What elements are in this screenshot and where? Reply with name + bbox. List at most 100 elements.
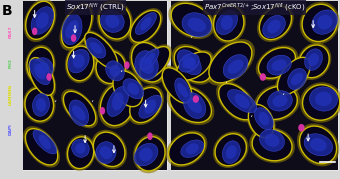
Ellipse shape (215, 134, 246, 166)
Ellipse shape (297, 123, 339, 166)
Ellipse shape (106, 61, 124, 81)
Bar (23, 1, 167, 170)
Ellipse shape (273, 95, 288, 107)
Ellipse shape (288, 68, 307, 90)
Ellipse shape (37, 62, 49, 74)
Ellipse shape (291, 73, 303, 85)
Ellipse shape (109, 65, 120, 77)
Ellipse shape (177, 83, 188, 97)
Ellipse shape (68, 137, 94, 169)
Text: B: B (2, 4, 12, 18)
Ellipse shape (160, 65, 194, 106)
Ellipse shape (130, 10, 161, 42)
Ellipse shape (206, 39, 255, 86)
Ellipse shape (213, 131, 249, 168)
Ellipse shape (68, 49, 89, 73)
Ellipse shape (182, 55, 197, 70)
Ellipse shape (24, 0, 56, 42)
Text: ’: ’ (225, 72, 227, 81)
Ellipse shape (174, 50, 214, 82)
Ellipse shape (139, 95, 162, 118)
Ellipse shape (216, 81, 257, 122)
Ellipse shape (132, 42, 165, 82)
Ellipse shape (184, 93, 206, 118)
Ellipse shape (25, 45, 56, 84)
Ellipse shape (302, 4, 337, 42)
Ellipse shape (265, 134, 279, 147)
Ellipse shape (170, 87, 211, 122)
Ellipse shape (135, 13, 156, 35)
Ellipse shape (305, 49, 323, 70)
Ellipse shape (219, 84, 255, 120)
Ellipse shape (67, 46, 94, 81)
Ellipse shape (193, 95, 199, 103)
Ellipse shape (107, 86, 129, 116)
Ellipse shape (82, 30, 120, 71)
Text: ’: ’ (91, 91, 94, 100)
Ellipse shape (100, 107, 105, 115)
Ellipse shape (129, 40, 167, 85)
Text: d7: d7 (226, 2, 237, 11)
Ellipse shape (86, 38, 106, 58)
Text: $\it{Sox17}^{\it{fl/fl}}$ (CTRL): $\it{Sox17}^{\it{fl/fl}}$ (CTRL) (66, 1, 124, 14)
Ellipse shape (64, 91, 96, 126)
Ellipse shape (235, 94, 250, 108)
Ellipse shape (105, 14, 119, 28)
Ellipse shape (258, 112, 269, 125)
Ellipse shape (211, 3, 246, 43)
Ellipse shape (317, 15, 333, 29)
Ellipse shape (249, 127, 295, 163)
Text: PAX7: PAX7 (9, 26, 13, 38)
Ellipse shape (309, 87, 338, 111)
Ellipse shape (91, 130, 127, 169)
Text: -10: -10 (109, 2, 122, 11)
Ellipse shape (227, 90, 257, 113)
Ellipse shape (140, 17, 152, 30)
Ellipse shape (46, 73, 52, 81)
Ellipse shape (216, 11, 238, 35)
Ellipse shape (209, 42, 252, 83)
Ellipse shape (315, 92, 332, 106)
Ellipse shape (72, 139, 89, 157)
Ellipse shape (257, 4, 294, 42)
Ellipse shape (268, 91, 292, 111)
Ellipse shape (94, 132, 125, 166)
Ellipse shape (25, 88, 54, 121)
Ellipse shape (166, 131, 207, 167)
Ellipse shape (226, 145, 237, 159)
Ellipse shape (252, 129, 292, 161)
Ellipse shape (300, 82, 340, 123)
Ellipse shape (267, 55, 291, 75)
Ellipse shape (214, 6, 244, 41)
Ellipse shape (248, 105, 274, 138)
Ellipse shape (271, 59, 287, 71)
Text: LAMININ: LAMININ (9, 84, 13, 105)
Ellipse shape (135, 51, 158, 80)
Ellipse shape (257, 86, 297, 120)
Ellipse shape (112, 92, 124, 111)
Ellipse shape (65, 44, 96, 83)
Ellipse shape (174, 47, 211, 82)
Ellipse shape (128, 83, 139, 95)
Ellipse shape (141, 49, 159, 69)
Ellipse shape (98, 81, 137, 129)
Ellipse shape (124, 61, 130, 69)
Ellipse shape (96, 142, 116, 164)
Ellipse shape (111, 68, 145, 109)
Ellipse shape (298, 124, 305, 132)
Ellipse shape (33, 94, 50, 116)
Ellipse shape (300, 2, 340, 44)
Ellipse shape (186, 143, 199, 154)
Ellipse shape (277, 57, 310, 95)
Ellipse shape (177, 52, 211, 80)
Ellipse shape (130, 88, 162, 123)
Ellipse shape (177, 50, 201, 75)
Ellipse shape (179, 54, 199, 72)
Ellipse shape (138, 44, 172, 81)
Ellipse shape (27, 55, 56, 98)
Ellipse shape (29, 58, 54, 95)
Ellipse shape (275, 55, 312, 97)
Ellipse shape (304, 134, 333, 156)
Ellipse shape (175, 78, 190, 102)
Ellipse shape (297, 43, 331, 80)
